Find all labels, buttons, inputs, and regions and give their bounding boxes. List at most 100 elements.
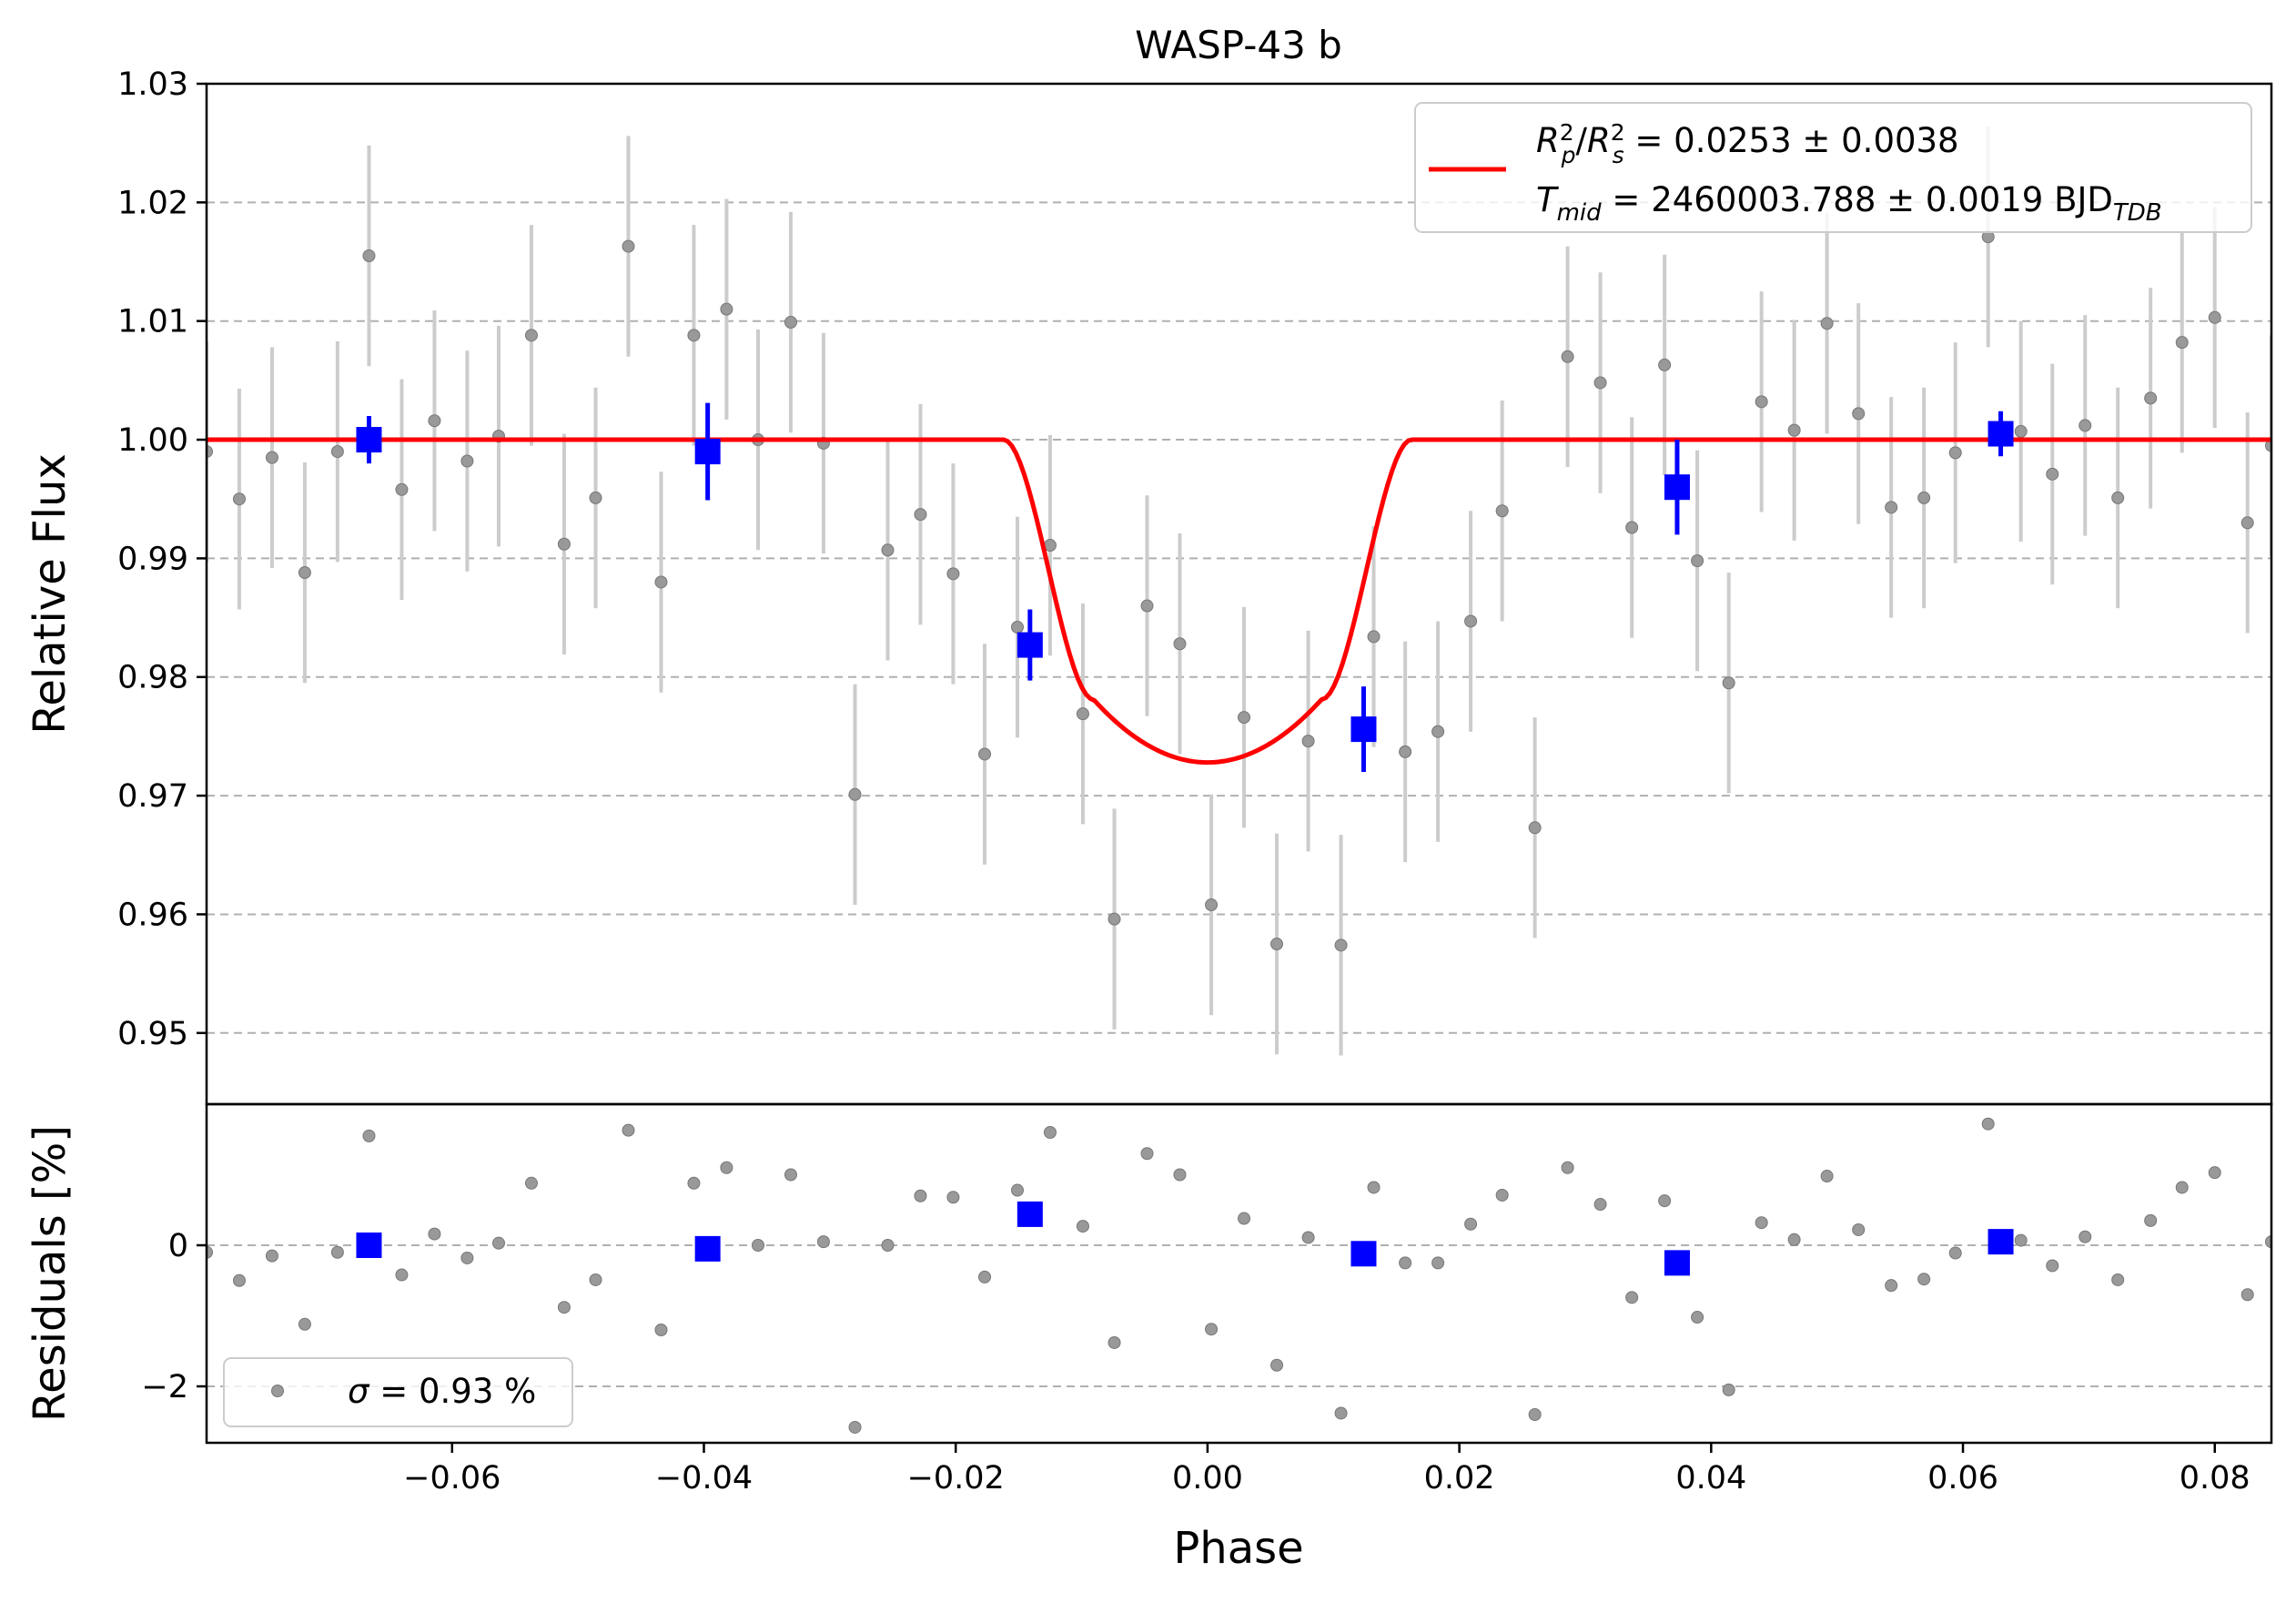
residual-raw-point: [265, 1249, 278, 1263]
flux-binned-point: [1664, 474, 1690, 501]
x-axis-label: Phase: [1173, 1523, 1303, 1574]
flux-raw-point: [298, 566, 311, 580]
residual-raw-point: [881, 1239, 895, 1252]
flux-raw-point: [1852, 407, 1866, 421]
flux-legend: R2 p/R2 s = 0.0253 ± 0.0038 Tmid = 2460003…: [1414, 102, 2252, 233]
flux-raw-point: [1820, 317, 1834, 330]
flux-raw-point: [784, 316, 797, 330]
residuals-binned-points: [356, 1201, 2014, 1276]
flux-raw-point: [1495, 504, 1509, 518]
residual-raw-point: [1076, 1220, 1089, 1233]
flux-raw-point: [1205, 898, 1219, 912]
flux-binned-point: [1350, 716, 1377, 743]
flux-raw-points: [207, 126, 2271, 1056]
flux-raw-point: [1173, 637, 1187, 651]
flux-raw-point: [589, 491, 602, 504]
flux-raw-point: [1140, 599, 1154, 613]
residual-raw-point: [1528, 1408, 1542, 1421]
flux-raw-point: [1270, 938, 1284, 951]
legend-entry-depth: R2 p/R2 s = 0.0253 ± 0.0038: [1536, 119, 1959, 168]
flux-binned-point: [1017, 632, 1043, 658]
residual-raw-point: [784, 1168, 797, 1182]
residual-raw-point: [2014, 1233, 2028, 1247]
flux-raw-point: [2175, 336, 2189, 350]
flux-raw-point: [557, 537, 571, 551]
flux-raw-point: [1885, 501, 1898, 514]
residual-raw-point: [622, 1123, 635, 1137]
flux-y-tick-label: 0.96: [117, 897, 188, 933]
residual-binned-point: [1988, 1229, 2014, 1255]
residual-raw-point: [2111, 1273, 2125, 1286]
residual-raw-point: [2240, 1288, 2254, 1302]
residuals-panel: −2 0 Residuals [%] −0.06 −0.04 −0.02 0.00 0.0…: [25, 1102, 2273, 1496]
residual-raw-point: [1658, 1194, 1672, 1208]
transit-model-curve: [207, 437, 2271, 766]
residual-raw-point: [1010, 1183, 1024, 1197]
flux-raw-point: [2265, 439, 2271, 452]
residual-raw-point: [232, 1273, 246, 1287]
x-tick-label: −0.04: [655, 1460, 753, 1496]
residual-raw-point: [1238, 1212, 1251, 1225]
flux-raw-point: [1238, 711, 1251, 725]
residual-raw-point: [1108, 1335, 1121, 1349]
legend-entry-sigma: σ = 0.93 %: [348, 1372, 536, 1411]
flux-raw-point: [654, 575, 668, 589]
flux-y-tick-label: 1.00: [117, 422, 188, 459]
flux-legend-box: [1414, 102, 2252, 233]
residual-raw-point: [1561, 1161, 1574, 1174]
chart-title: WASP-43 b: [1135, 23, 1342, 67]
residual-raw-point: [207, 1245, 213, 1259]
residual-raw-point: [1981, 1117, 1995, 1131]
flux-raw-point: [914, 508, 927, 522]
residual-raw-point: [298, 1317, 311, 1331]
flux-raw-point: [207, 445, 213, 459]
flux-raw-point: [1691, 554, 1704, 568]
residual-raw-point: [1301, 1231, 1315, 1244]
x-tick-label: 0.04: [1675, 1460, 1746, 1496]
residual-raw-point: [2175, 1181, 2189, 1194]
flux-raw-point: [1593, 376, 1607, 390]
flux-raw-point: [395, 482, 409, 496]
residual-raw-point: [751, 1239, 764, 1252]
residual-raw-point: [1399, 1256, 1412, 1270]
residual-binned-point: [1664, 1250, 1690, 1276]
flux-raw-point: [1787, 423, 1801, 437]
residual-binned-point: [1350, 1241, 1377, 1267]
residual-raw-point: [1140, 1147, 1154, 1161]
residuals-y-axis-label: Residuals [%]: [25, 1125, 76, 1422]
residual-raw-point: [1270, 1358, 1284, 1372]
residual-binned-point: [356, 1233, 382, 1258]
flux-y-axis-label: Relative Flux: [25, 453, 76, 735]
residual-raw-point: [1495, 1188, 1509, 1202]
residual-raw-point: [1852, 1223, 1866, 1236]
residual-raw-point: [2265, 1235, 2271, 1249]
residual-raw-point: [978, 1270, 992, 1283]
flux-raw-point: [1528, 821, 1542, 835]
flux-binned-point: [1988, 421, 2014, 447]
flux-raw-point: [1010, 620, 1024, 634]
residual-raw-point: [1722, 1383, 1735, 1396]
residual-raw-point: [816, 1235, 830, 1249]
legend-entry-tmid: Tmid = 2460003.788 ± 0.0019 BJDTDB: [1536, 180, 2162, 227]
residual-raw-point: [848, 1420, 862, 1434]
residual-raw-point: [1948, 1246, 1962, 1260]
residual-raw-point: [1334, 1406, 1348, 1420]
flux-raw-point: [1658, 358, 1672, 371]
flux-raw-point: [1917, 491, 1931, 504]
flux-raw-point: [1755, 395, 1768, 409]
flux-raw-point: [1625, 521, 1639, 534]
x-tick-label: −0.02: [907, 1460, 1005, 1496]
residual-raw-point: [2046, 1259, 2059, 1273]
residual-raw-point: [1917, 1273, 1931, 1286]
x-tick-label: 0.06: [1927, 1460, 1998, 1496]
flux-raw-point: [460, 454, 474, 468]
x-tick-label: 0.00: [1172, 1460, 1243, 1496]
residuals-legend-marker: [271, 1385, 284, 1397]
residual-raw-point: [1885, 1279, 1898, 1293]
flux-raw-point: [2079, 419, 2092, 432]
residual-raw-point: [362, 1129, 376, 1142]
residuals-y-tick-label: 0: [168, 1228, 188, 1264]
flux-raw-point: [1431, 725, 1445, 738]
